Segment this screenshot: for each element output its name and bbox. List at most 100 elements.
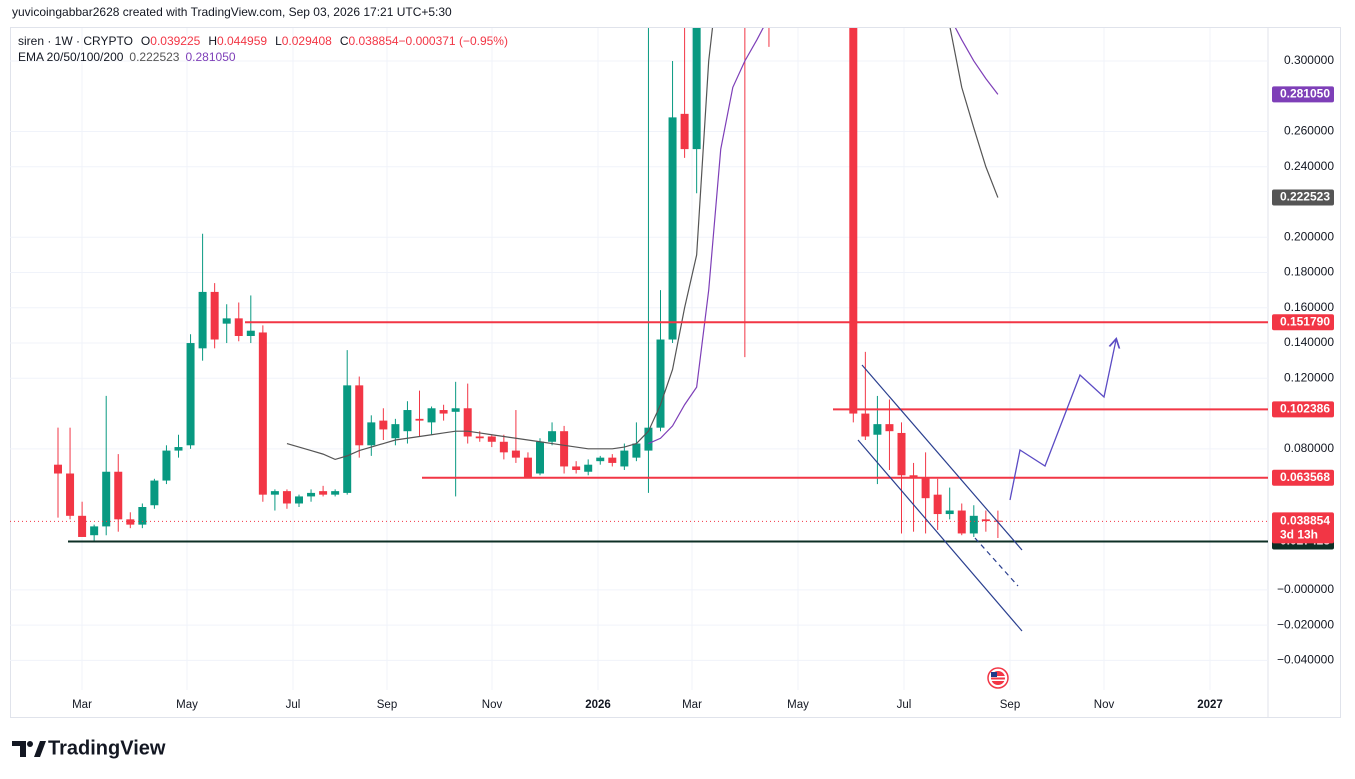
candle-body xyxy=(234,318,243,336)
candle-body xyxy=(102,471,111,527)
legend-ema-label: EMA 20/50/100/200 xyxy=(18,50,124,64)
drawings xyxy=(857,340,1116,689)
candle-body xyxy=(608,457,617,463)
candle-body xyxy=(873,424,882,435)
candle-body xyxy=(644,427,653,451)
ema-line xyxy=(954,28,999,95)
price-tag-label: 0.151790 xyxy=(1280,314,1330,328)
logo-text: TradingView xyxy=(48,737,166,759)
candle-body xyxy=(403,410,412,432)
projection-path xyxy=(1009,340,1116,501)
axes: Mar May Jul Sep Nov 2026 Mar May Jul Sep Nov 2027 0.… xyxy=(72,53,1334,711)
candle-body xyxy=(487,436,496,442)
ema-tag-label: 0.281050 xyxy=(1280,87,1330,101)
candle-body xyxy=(427,408,436,423)
x-tick-label: 2027 xyxy=(1197,699,1223,711)
countdown: 3d 13h xyxy=(1280,528,1318,542)
legend-ohlc: siren · 1W · CRYPTO O0.039225 H0.044959 L0.… xyxy=(18,34,508,48)
y-tick-label: 0.240000 xyxy=(1284,159,1334,173)
candle-body xyxy=(150,480,159,506)
y-tick-label: 0.260000 xyxy=(1284,124,1334,138)
candle-body xyxy=(656,339,665,428)
y-tick-label: 0.140000 xyxy=(1284,335,1334,349)
y-tick-label: 0.160000 xyxy=(1284,300,1334,314)
candle-body xyxy=(222,318,231,324)
legend-ema-value: 0.222523 xyxy=(129,50,179,64)
legend-value: 0.044959 xyxy=(217,34,267,48)
price-tag xyxy=(1272,314,1334,331)
candle-body xyxy=(993,520,1002,522)
candle-body xyxy=(957,510,966,534)
candle-body xyxy=(692,28,701,150)
candle-body xyxy=(66,473,75,516)
legend-value: 0.038854 xyxy=(348,34,398,48)
legend-symbol: siren · 1W · CRYPTO xyxy=(18,34,133,48)
channel-mid xyxy=(974,537,1019,587)
candle-body xyxy=(945,510,954,515)
tradingview-logo: TradingView xyxy=(12,737,166,759)
candle-body xyxy=(849,28,858,414)
y-tick-label: −0.000000 xyxy=(1277,582,1334,596)
x-tick-label: Mar xyxy=(682,699,702,711)
legend-key: C xyxy=(340,34,349,48)
candle-body xyxy=(536,441,544,474)
candle-body xyxy=(463,408,472,437)
candle-body xyxy=(355,385,364,446)
x-tick-label: Sep xyxy=(1000,699,1020,711)
ema-line xyxy=(949,28,999,198)
candle-body xyxy=(198,291,207,349)
y-tick-label: 0.300000 xyxy=(1284,53,1334,67)
candle-body xyxy=(439,410,448,414)
candle-body xyxy=(668,117,677,340)
candle-body xyxy=(174,447,183,451)
legend-key: L xyxy=(275,34,282,48)
candle-body xyxy=(331,491,340,495)
candle-body xyxy=(114,471,123,520)
y-tick-label: 0.120000 xyxy=(1284,370,1334,384)
channel-lower xyxy=(857,439,1023,632)
candle-body xyxy=(210,291,219,340)
candle-body xyxy=(499,441,508,453)
x-tick-label: Mar xyxy=(72,699,92,711)
candle-body xyxy=(548,431,557,442)
candle-body xyxy=(511,450,520,458)
x-tick-label: May xyxy=(176,699,198,711)
legend-key: O xyxy=(141,34,150,48)
candle-body xyxy=(186,343,195,446)
last-price-tag xyxy=(1272,512,1334,544)
legend-key: H xyxy=(208,34,217,48)
candle-body xyxy=(523,457,532,478)
candle-body xyxy=(90,526,99,536)
x-tick-label: Jul xyxy=(286,699,301,711)
candle-body xyxy=(367,422,376,446)
x-tick-label: Sep xyxy=(377,699,397,711)
ema-line xyxy=(648,28,764,445)
ema-tag xyxy=(1272,189,1334,206)
candle-body xyxy=(897,432,906,476)
legend-ema-value: 0.281050 xyxy=(185,50,235,64)
candle-body xyxy=(78,515,87,537)
candle-body xyxy=(909,475,918,478)
candle-body xyxy=(560,431,569,467)
x-tick-label: May xyxy=(787,699,809,711)
candle-body xyxy=(861,413,870,437)
candle-body xyxy=(632,443,641,458)
credit: yuvicoingabbar2628 created with TradingV… xyxy=(12,5,452,19)
candle-body xyxy=(620,450,629,467)
candle-body xyxy=(258,332,267,495)
ema-line xyxy=(286,28,714,461)
candle-body xyxy=(379,420,388,430)
candle-body xyxy=(295,496,303,504)
candle-body xyxy=(162,450,171,481)
legend-value: 0.039225 xyxy=(150,34,200,48)
candle-body xyxy=(596,457,605,462)
ema-tag-label: 0.222523 xyxy=(1280,190,1330,204)
ema-tag xyxy=(1272,86,1334,103)
candle-body xyxy=(475,436,484,439)
y-tick-label: 0.180000 xyxy=(1284,265,1334,279)
x-tick-label: Jul xyxy=(897,699,912,711)
candle-body xyxy=(981,519,990,522)
legend-value: 0.029408 xyxy=(282,34,332,48)
